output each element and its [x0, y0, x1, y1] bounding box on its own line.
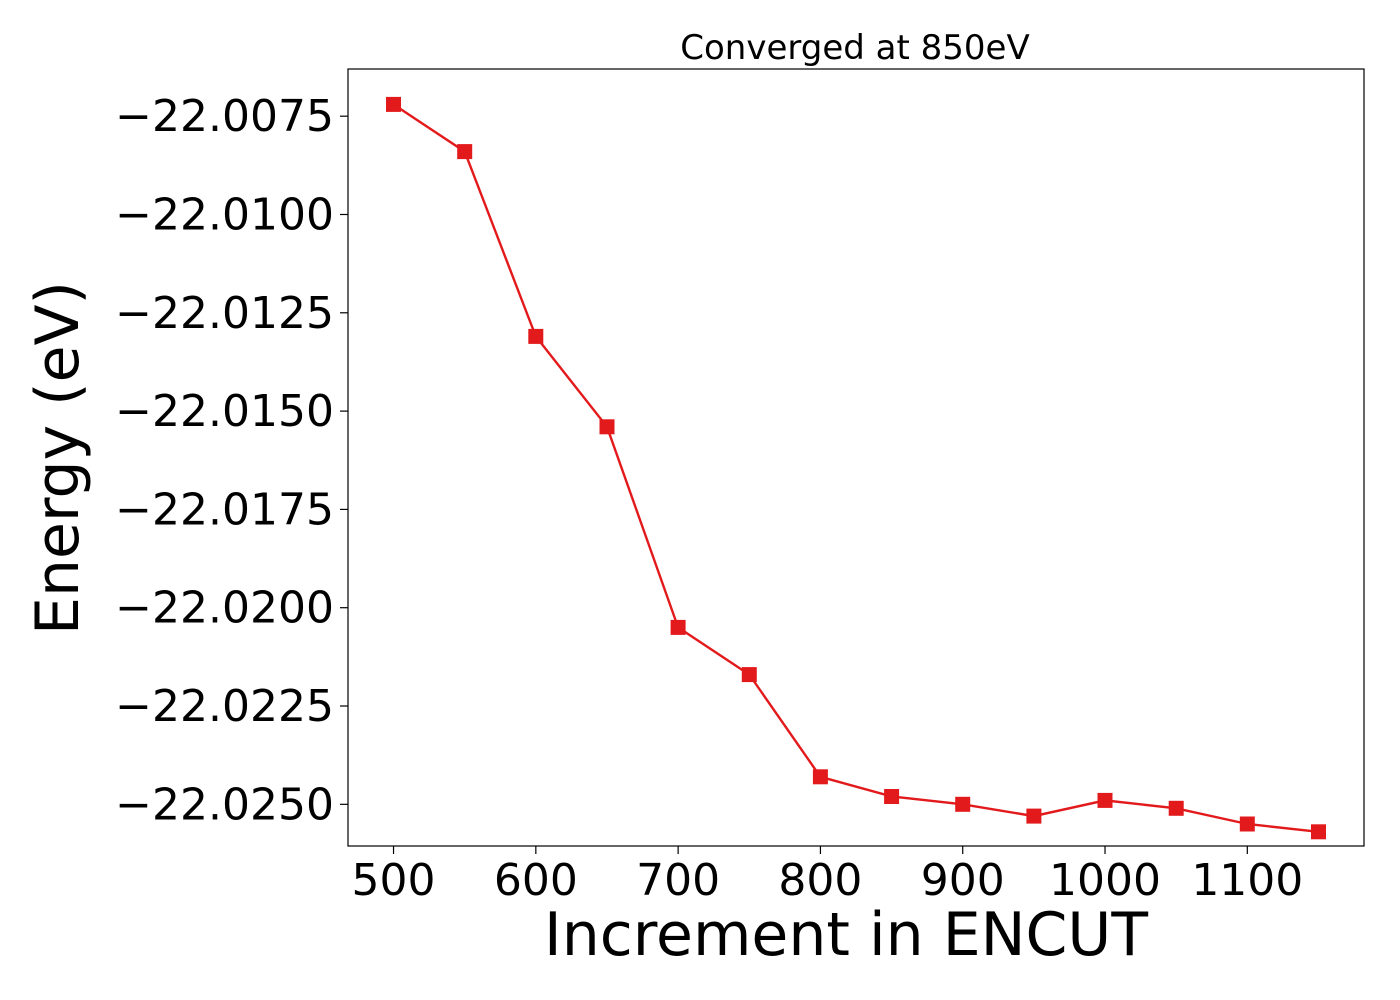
- x-axis-ticks: 500 600 700 800 900 1000 1100: [352, 846, 1303, 906]
- data-point-marker: [1097, 792, 1113, 808]
- data-point-marker: [599, 419, 615, 435]
- y-tick-label: −22.0125: [115, 288, 334, 339]
- data-point-marker: [528, 328, 544, 344]
- y-tick-label: −22.0250: [115, 779, 334, 830]
- x-tick-label: 500: [352, 855, 436, 906]
- data-point-marker: [386, 96, 401, 112]
- y-tick-label: −22.0175: [115, 484, 334, 535]
- y-tick-label: −22.0100: [115, 189, 334, 240]
- data-point-marker: [1168, 800, 1184, 816]
- x-tick-label: 1100: [1191, 855, 1303, 906]
- x-tick-label: 900: [921, 855, 1005, 906]
- data-point-marker: [812, 769, 828, 785]
- data-point-marker: [741, 667, 757, 683]
- series-line: [392, 103, 1319, 833]
- data-point-marker: [1311, 824, 1326, 840]
- data-point-marker: [670, 619, 686, 635]
- y-tick-label: −22.0200: [115, 583, 334, 634]
- x-tick-label: 1000: [1049, 855, 1161, 906]
- data-point-marker: [1026, 808, 1042, 824]
- chart-title: Converged at 850eV: [680, 28, 1029, 68]
- x-tick-label: 800: [778, 855, 862, 906]
- x-axis-label: Increment in ENCUT: [544, 900, 1148, 970]
- data-point-marker: [457, 144, 473, 160]
- plot-area-frame: [347, 68, 1365, 847]
- y-axis-label: Energy (eV): [23, 281, 93, 635]
- y-tick-label: −22.0225: [115, 681, 334, 732]
- x-tick-label: 700: [636, 855, 720, 906]
- data-point-marker: [1239, 816, 1255, 832]
- series-markers: [386, 96, 1326, 840]
- data-point-marker: [955, 796, 971, 812]
- y-axis-ticks: −22.0075 −22.0100 −22.0125 −22.0150 −22.0175…: [115, 91, 348, 830]
- y-tick-label: −22.0150: [115, 386, 334, 437]
- data-point-marker: [884, 789, 900, 804]
- x-tick-label: 600: [494, 855, 578, 906]
- y-tick-label: −22.0075: [115, 91, 334, 142]
